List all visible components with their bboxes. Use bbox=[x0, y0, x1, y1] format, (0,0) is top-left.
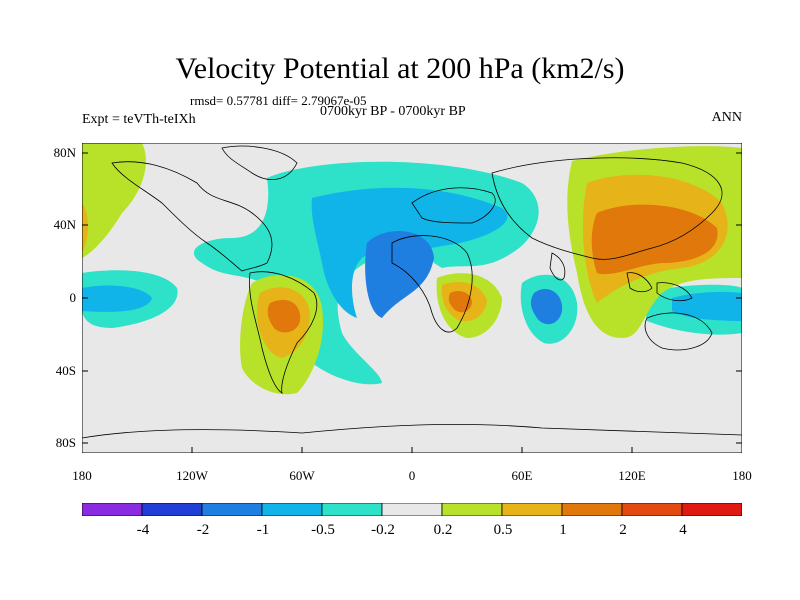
lat-label-80n: 80N bbox=[53, 145, 76, 160]
colorbar-swatch bbox=[141, 503, 203, 516]
colorbar-swatch bbox=[561, 503, 623, 516]
colorbar-label: 0.5 bbox=[493, 522, 513, 538]
lon-label-120e: 120E bbox=[618, 468, 646, 483]
colorbar-label: -1 bbox=[256, 522, 270, 538]
coastlines bbox=[82, 145, 742, 439]
colorbar-label: -0.5 bbox=[311, 522, 335, 538]
colorbar-swatch bbox=[681, 503, 742, 516]
experiment-label: Expt = teVTh-teIXh bbox=[82, 112, 196, 127]
lon-label-0: 0 bbox=[408, 468, 416, 483]
stats-text: rmsd= 0.57781 diff= 2.79067e-05 bbox=[190, 93, 367, 108]
period-label: 0700kyr BP - 0700kyr BP bbox=[320, 104, 466, 119]
colorbar-swatch bbox=[441, 503, 503, 516]
colorbar-label: -4 bbox=[136, 522, 150, 538]
colorbar-swatch bbox=[621, 503, 683, 516]
lon-label-180w: 180 bbox=[72, 468, 92, 483]
colorbar-swatch bbox=[82, 503, 143, 516]
colorbar-swatch bbox=[201, 503, 263, 516]
lat-label-80s: 80S bbox=[55, 435, 76, 450]
colorbar-label: 1 bbox=[559, 522, 567, 538]
colorbar-label: 0.2 bbox=[433, 522, 453, 538]
season-label: ANN bbox=[711, 110, 742, 125]
lon-label-120w: 120W bbox=[176, 468, 208, 483]
lon-label-60w: 60W bbox=[289, 468, 315, 483]
contour-fills bbox=[82, 143, 742, 395]
colorbar-swatch bbox=[261, 503, 323, 516]
colorbar bbox=[82, 503, 742, 516]
colorbar-swatch bbox=[501, 503, 563, 516]
colorbar-label: 2 bbox=[619, 522, 627, 538]
map-title: Velocity Potential at 200 hPa (km2/s) bbox=[175, 52, 625, 85]
lon-label-180e: 180 bbox=[732, 468, 752, 483]
colorbar-label: -2 bbox=[196, 522, 210, 538]
velocity-potential-map bbox=[82, 143, 742, 453]
lat-label-40s: 40S bbox=[55, 363, 76, 378]
map-ticks bbox=[82, 152, 742, 453]
lat-label-40n: 40N bbox=[53, 217, 76, 232]
colorbar-label: -0.2 bbox=[371, 522, 395, 538]
colorbar-swatch bbox=[381, 503, 443, 516]
colorbar-label: 4 bbox=[679, 522, 687, 538]
lon-label-60e: 60E bbox=[511, 468, 533, 483]
lat-label-eq: 0 bbox=[69, 290, 77, 305]
colorbar-swatch bbox=[321, 503, 383, 516]
